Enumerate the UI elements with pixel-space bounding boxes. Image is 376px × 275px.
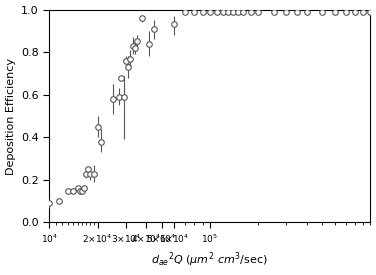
- Y-axis label: Deposition Efficiency: Deposition Efficiency: [6, 57, 15, 175]
- X-axis label: $d_{ae}$$^2$$Q$ ($\mu m^2$ $cm^3$/sec): $d_{ae}$$^2$$Q$ ($\mu m^2$ $cm^3$/sec): [152, 251, 268, 270]
